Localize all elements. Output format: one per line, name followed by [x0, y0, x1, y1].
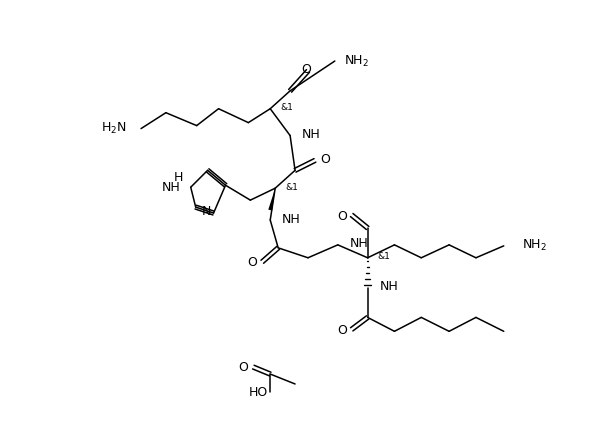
- Text: NH$_2$: NH$_2$: [522, 239, 547, 253]
- Text: NH$_2$: NH$_2$: [344, 53, 369, 69]
- Text: H$_2$N: H$_2$N: [101, 121, 126, 136]
- Text: O: O: [337, 210, 347, 222]
- Text: &1: &1: [378, 252, 390, 261]
- Text: NH: NH: [282, 213, 301, 226]
- Polygon shape: [268, 188, 275, 210]
- Text: O: O: [238, 360, 248, 374]
- Text: O: O: [337, 324, 347, 337]
- Text: O: O: [248, 256, 257, 269]
- Text: O: O: [301, 64, 311, 77]
- Text: NH: NH: [162, 181, 181, 194]
- Text: &1: &1: [285, 183, 298, 192]
- Text: NH: NH: [302, 128, 321, 141]
- Text: N: N: [202, 205, 211, 218]
- Text: O: O: [320, 153, 330, 166]
- Text: &1: &1: [280, 103, 293, 112]
- Text: NH: NH: [350, 237, 368, 251]
- Text: HO: HO: [249, 386, 268, 400]
- Text: H: H: [173, 171, 183, 184]
- Text: NH: NH: [379, 280, 398, 293]
